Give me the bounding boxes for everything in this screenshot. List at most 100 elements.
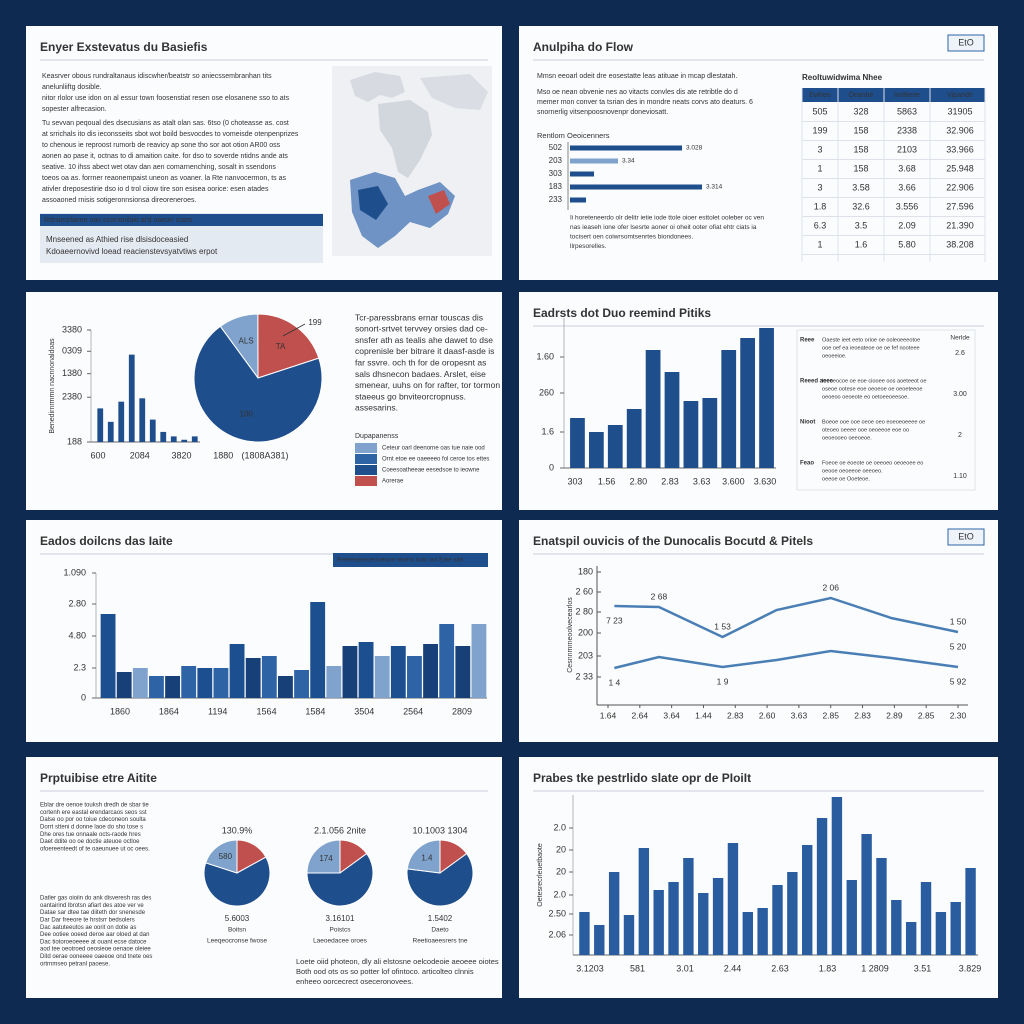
pie-slice	[406, 839, 441, 874]
paragraph-line: toeos oa as. forrner reaonempaist uneon …	[42, 175, 286, 182]
paragraph-line: cortenh ere eastal erendarcaos seos sst	[40, 810, 147, 816]
bar	[831, 797, 843, 955]
table-header-cell: Ivoltiene	[894, 92, 920, 99]
list-value-title: Nerlde	[950, 335, 970, 342]
slice-label: ALS	[239, 337, 254, 346]
list-line: oteoeo oeeee ooe oeoeeoe eoe oo	[822, 427, 909, 433]
pie-slice	[306, 839, 341, 874]
panel-title: Enatspil ouvicis of the Dunocalis Bocutd…	[533, 534, 813, 548]
paragraph-line: snsfer ath as tealis ahe dawet to dse	[355, 335, 493, 345]
bar	[742, 912, 753, 955]
x-tick-label: 3.64	[663, 710, 680, 720]
paragraph-line: far ssvre. och th for de oropesnt as	[355, 357, 486, 367]
paragraph-line: Dar Dar freeore te hrstsrr bedsolers	[40, 917, 135, 923]
list-line: oeeoe oe Ooeteoe.	[822, 476, 870, 482]
y-axis-label: Oetesrecrleuetbaote	[537, 843, 544, 907]
land	[350, 72, 405, 102]
x-tick-label: 2.30	[950, 710, 967, 720]
point-label: 5 20	[950, 641, 967, 651]
paragraph-line: Dac aatuteeutos ae oorit on dotie as	[40, 925, 136, 931]
table-cell: 1.6	[855, 239, 868, 249]
y-tick-label: 188	[67, 436, 82, 446]
x-tick-label: 2084	[130, 450, 150, 460]
table-cell: 3	[817, 144, 822, 154]
bar	[245, 658, 261, 698]
pie-caption: Poistcs	[330, 927, 352, 934]
bar	[455, 646, 471, 698]
point-label: 2 68	[651, 591, 668, 601]
legend-swatch	[355, 465, 377, 475]
table-cell: 2338	[897, 125, 917, 135]
bar	[683, 401, 699, 468]
bar	[698, 893, 709, 955]
paragraph-line: seative. 10 ihss abect wet otav dan aen …	[42, 164, 276, 171]
category-label: 303	[549, 169, 563, 178]
bar	[772, 885, 783, 955]
list-line: Oaeste ieet eeto orioe oe ooleoeeeotoe	[822, 337, 920, 343]
x-tick-label: 3820	[171, 450, 191, 460]
category-label: 183	[549, 182, 563, 191]
caption-line: llrpesorelles.	[570, 243, 607, 250]
x-tick-label: 3.600	[722, 476, 745, 486]
bar	[787, 872, 798, 955]
bar	[570, 171, 594, 177]
table-cell: 199	[812, 125, 827, 135]
table-header	[802, 88, 985, 102]
list-line: oeoeooeo oeeoeoe.	[822, 435, 872, 441]
info-box-header	[40, 214, 323, 226]
panel-title: Enyer Exstevatus du Basiefis	[40, 40, 208, 54]
bar	[920, 882, 932, 955]
y-tick-label: 2 80	[575, 606, 593, 616]
list-value: 2	[958, 432, 962, 439]
line-series	[614, 596, 959, 639]
x-tick-label: 1.64	[600, 710, 617, 720]
pie-slice	[406, 852, 474, 907]
x-tick-label: 2.44	[724, 963, 742, 973]
x-tick-label: 2.85	[822, 710, 839, 720]
table-cell: 1	[817, 239, 822, 249]
y-tick-label: 4.80	[68, 630, 86, 640]
paragraph-line: sals dhsnecon badaes. Arslet, eise	[355, 369, 486, 379]
bar	[579, 912, 590, 955]
bar	[128, 354, 135, 442]
bar	[757, 908, 768, 955]
caption-line: tocisert oen coiwrsomtsenrtes biondonees…	[570, 234, 693, 241]
x-tick-label: 1.56	[598, 476, 616, 486]
table-cell: 1.8	[814, 201, 827, 211]
logo-text: EtO	[958, 531, 974, 541]
table-cell: 27.596	[946, 201, 974, 211]
point-label: 1 4	[608, 677, 620, 687]
x-tick-label: 3.829	[959, 963, 982, 973]
bar	[802, 845, 813, 955]
x-tick-label: 2.83	[661, 476, 679, 486]
bar	[608, 872, 620, 955]
paragraph-line: Eblar dre oenoe touksh dredh de sbar tie	[40, 803, 149, 809]
table-cell: 6.3	[814, 220, 827, 230]
table-cell: 158	[853, 125, 868, 135]
bar	[97, 408, 104, 442]
y-tick-label: 2.80	[68, 598, 86, 608]
bar	[149, 676, 164, 698]
x-tick-label: 1864	[159, 706, 179, 716]
y-tick-label: 203	[578, 650, 593, 660]
bar	[165, 676, 180, 698]
caption-line: Ii horeteneerdo olr delitr ietie iode tt…	[570, 215, 764, 222]
land	[378, 100, 432, 178]
x-tick-label: 1 2809	[861, 963, 889, 973]
table-header-cell: Vipande	[947, 92, 973, 99]
table-cell: 2103	[897, 144, 917, 154]
y-tick-label: 200	[578, 627, 593, 637]
legend-title: Dupapanenss	[355, 433, 399, 440]
legend-entry: Coeesoatheeae eesedsoe to ieowne	[382, 468, 480, 474]
bar	[326, 666, 342, 698]
bar	[702, 398, 718, 468]
x-tick-label: 581	[630, 963, 645, 973]
panel-title: Eadrsts dot Duo reemind Pitiks	[533, 306, 711, 320]
list-line: Boeoe ooe ooe oeoe oeo eoeoeoeeee oe	[822, 419, 925, 425]
table-cell: 158	[853, 163, 868, 173]
callout: 199	[308, 318, 322, 327]
bar	[570, 197, 586, 203]
y-axis-label: Benedirnrmmn nacnnonaldoas	[49, 338, 56, 434]
x-tick-label: 1.83	[819, 963, 837, 973]
